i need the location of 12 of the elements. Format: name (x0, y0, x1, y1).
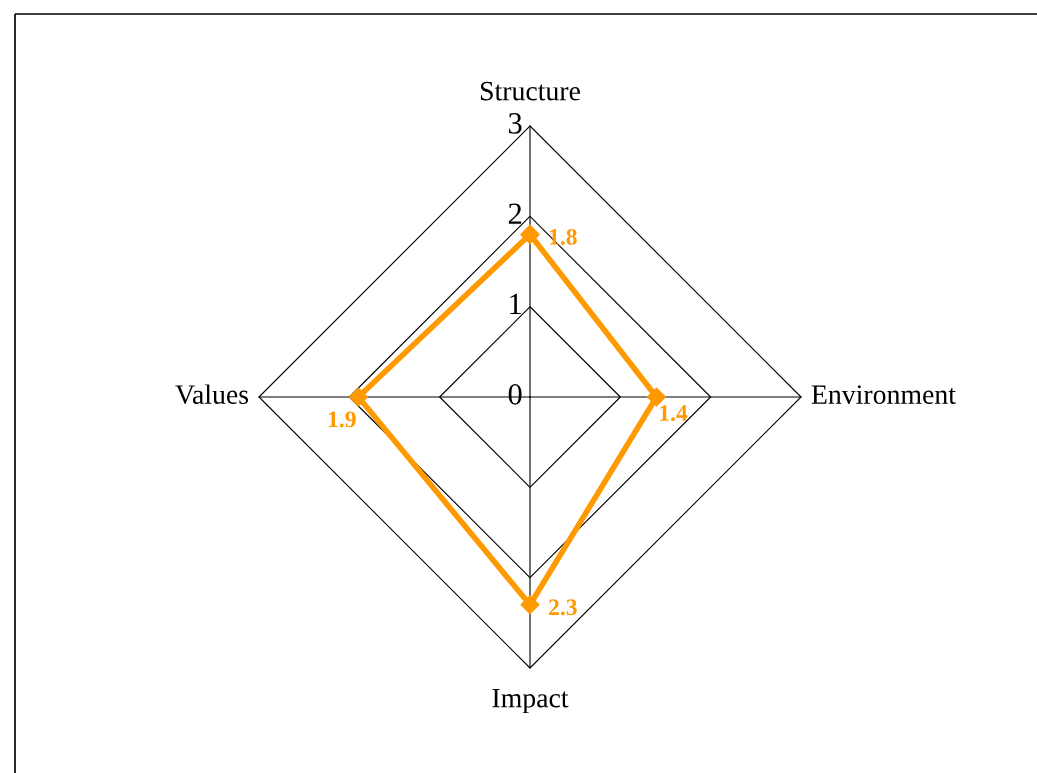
spoke-label: Environment (811, 385, 956, 404)
data-label: 1.9 (328, 411, 356, 428)
y-tick-label: 3 (508, 113, 522, 134)
y-tick-label: 0 (508, 384, 522, 405)
data-label: 2.3 (549, 599, 577, 616)
y-tick-label: 2 (508, 203, 522, 224)
spoke-label: Impact (492, 689, 569, 714)
spoke-label: Structure (480, 81, 580, 101)
spoke-label: Values (175, 384, 249, 405)
data-label: 1.4 (660, 405, 688, 422)
y-tick-label: 1 (510, 293, 521, 315)
data-label: 1.8 (549, 228, 577, 245)
